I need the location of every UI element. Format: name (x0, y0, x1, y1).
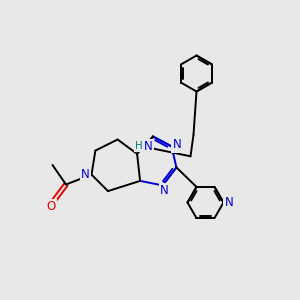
Text: N: N (144, 140, 153, 153)
Text: O: O (46, 200, 56, 214)
Text: N: N (81, 168, 90, 181)
Text: N: N (224, 196, 233, 209)
Text: H: H (135, 141, 143, 152)
Text: N: N (172, 138, 182, 152)
Text: N: N (160, 184, 169, 197)
